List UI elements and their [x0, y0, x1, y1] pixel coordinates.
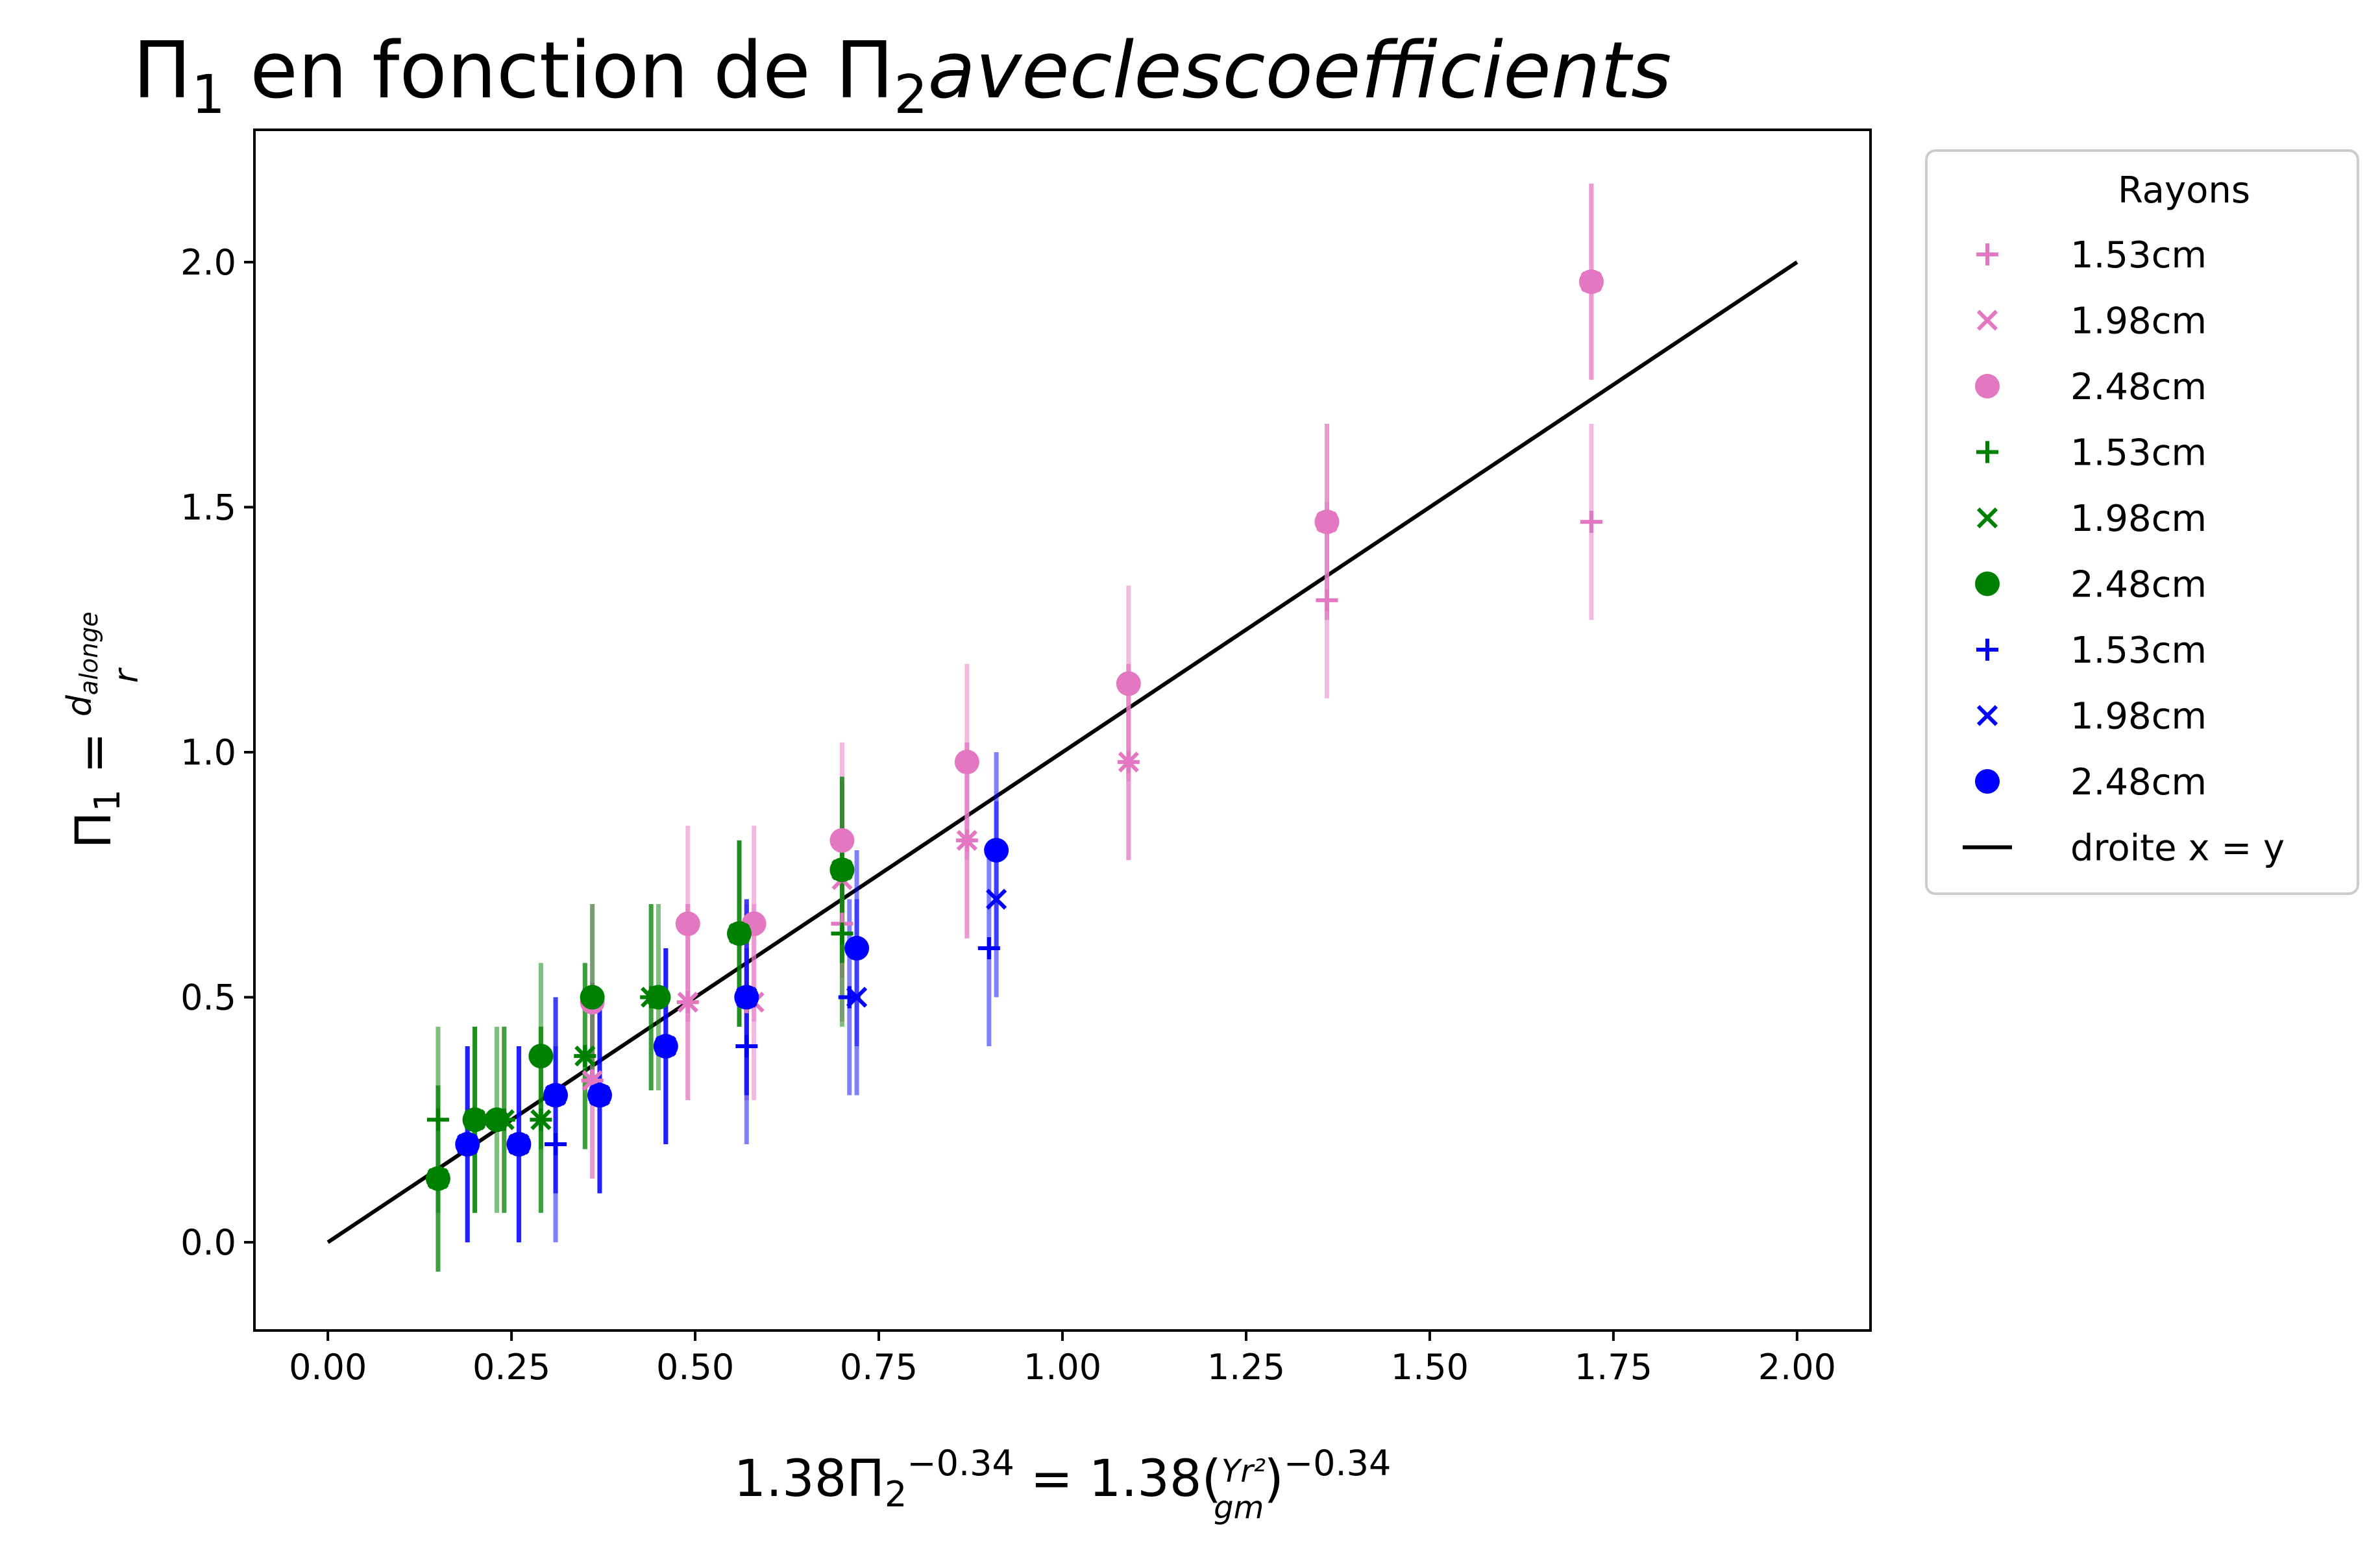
reference-line-group: [326, 260, 1798, 1244]
x-tick-label: 1.50: [1391, 1347, 1469, 1388]
y-tick-label: 0.0: [180, 1222, 236, 1263]
legend-marker-x: [1976, 705, 1998, 726]
data-point-circle: [1314, 509, 1340, 535]
data-point-circle: [462, 1107, 487, 1133]
data-point-circle: [829, 828, 855, 853]
data-point-circle: [1578, 269, 1604, 295]
data-point-circle: [484, 1107, 509, 1133]
y-tick-label: 1.0: [180, 732, 236, 773]
legend-marker-circle: [1975, 374, 2000, 398]
x-tick-label: 0.00: [289, 1347, 367, 1388]
data-point-circle: [829, 857, 855, 883]
x-tick-label: 1.00: [1024, 1347, 1101, 1388]
legend-marker-plus: [1976, 441, 1998, 463]
data-point-circle: [455, 1132, 480, 1157]
y-tick-label: 2.0: [180, 242, 236, 283]
legend-label: 2.48cm: [2070, 366, 2207, 408]
legend-marker-circle: [1975, 571, 2000, 596]
data-point-x: [574, 1046, 596, 1067]
legend-marker-circle: [1975, 769, 2000, 794]
legend-marker-plus: [1976, 639, 1998, 661]
data-point-x: [846, 987, 868, 1008]
x-tick-label: 2.00: [1758, 1347, 1836, 1388]
legend: Rayons 1.53cm 1.98cm 2.48cm 1.53cm 1.98cm 2.4…: [1925, 149, 2359, 895]
reference-line: [326, 260, 1798, 1244]
data-point-circle: [653, 1034, 678, 1059]
data-point-circle: [580, 985, 605, 1010]
y-tick-label: 0.5: [180, 977, 236, 1018]
data-point-plus: [545, 1133, 567, 1156]
legend-title: Rayons: [2118, 169, 2250, 212]
x-tick-label: 0.75: [840, 1347, 918, 1388]
legend-marker-plus: [1976, 243, 1998, 265]
legend-label: 2.48cm: [2070, 564, 2207, 606]
x-tick-label: 1.25: [1207, 1347, 1285, 1388]
legend-label: 1.53cm: [2070, 630, 2207, 672]
data-markers: [425, 269, 1604, 1191]
legend-marker-x: [1976, 507, 1998, 529]
data-point-plus: [831, 922, 853, 945]
data-point-x: [956, 829, 977, 852]
data-point-plus: [977, 937, 1000, 960]
legend-label: 1.98cm: [2070, 300, 2207, 343]
data-point-circle: [844, 936, 870, 961]
x-tick-label: 0.25: [472, 1347, 550, 1388]
data-point-circle: [543, 1083, 569, 1108]
data-point-circle: [734, 985, 759, 1010]
data-point-circle: [425, 1166, 450, 1191]
legend-label: 2.48cm: [2070, 761, 2207, 803]
data-point-circle: [506, 1132, 532, 1157]
data-point-x: [1118, 751, 1139, 773]
data-point-circle: [984, 838, 1009, 863]
data-point-x: [677, 991, 698, 1013]
data-point-x: [530, 1109, 552, 1131]
data-point-plus: [1316, 589, 1338, 611]
data-point-plus: [735, 1035, 758, 1058]
legend-label: 1.98cm: [2070, 696, 2207, 738]
x-tick-label: 0.50: [656, 1347, 734, 1388]
x-axis-label: 1.38Π2−0.34 = 1.38(Yr² gm)−0.34: [734, 1443, 1392, 1526]
data-point-circle: [675, 911, 700, 937]
data-point-circle: [727, 921, 752, 946]
legend-marker-x: [1976, 310, 1998, 331]
data-point-circle: [646, 985, 671, 1010]
legend-label: droite x = y: [2070, 828, 2285, 870]
legend-frame: [1925, 149, 2359, 895]
y-tick-label: 1.5: [180, 487, 236, 528]
chart-title: Π1 en fonction de Π2aveclescoefficients: [133, 26, 1672, 126]
legend-entries: 1.53cm 1.98cm 2.48cm 1.53cm 1.98cm 2.48cm 1.53…: [1963, 234, 2285, 870]
data-point-plus: [1580, 511, 1602, 533]
legend-label: 1.53cm: [2070, 432, 2207, 474]
x-tick-label: 1.75: [1575, 1347, 1652, 1388]
data-point-x: [986, 889, 1007, 910]
y-axis-label: Π1 = dalonge r: [60, 611, 146, 848]
axis-ticks: 0.00 0.25 0.50 0.75 1.00 1.25 1.50 1.75 2.00 0.0 0…: [180, 242, 1836, 1388]
legend-label: 1.98cm: [2070, 498, 2207, 540]
plot-frame: [253, 129, 1872, 1332]
data-point-circle: [1116, 671, 1141, 696]
legend-label: 1.53cm: [2070, 234, 2207, 276]
data-point-plus: [426, 1109, 449, 1131]
data-point-circle: [528, 1044, 554, 1069]
data-point-circle: [954, 750, 979, 775]
data-point-circle: [587, 1083, 612, 1108]
